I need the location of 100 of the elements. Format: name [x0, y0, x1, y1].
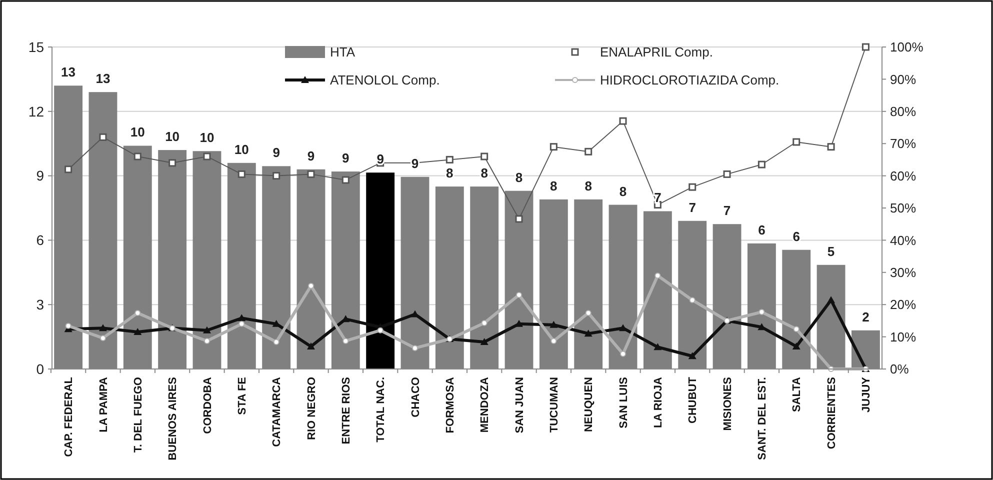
point: [758, 160, 766, 168]
y2-tick-label: 30%: [890, 264, 916, 280]
point: [585, 310, 592, 316]
point: [203, 152, 211, 160]
point: [792, 342, 800, 350]
point: [307, 170, 315, 178]
legend-label: ENALAPRIL Comp.: [600, 44, 713, 60]
data-label: 2: [862, 309, 870, 324]
data-label: 8: [619, 184, 627, 199]
legend-label: HIDROCLOROTIAZIDA Comp.: [600, 72, 780, 88]
y2-tick-label: 40%: [890, 232, 916, 248]
point: [515, 215, 523, 223]
y2-tick-label: 50%: [890, 200, 916, 216]
data-label: 9: [307, 148, 315, 164]
y-tick-label: 12: [28, 103, 44, 120]
y2-tick-label: 60%: [890, 168, 916, 184]
point: [65, 322, 72, 329]
point: [98, 324, 107, 332]
point: [550, 320, 558, 328]
point: [827, 143, 835, 151]
data-label: 13: [61, 64, 76, 80]
x-tick-label: TUCUMAN: [548, 376, 561, 433]
data-label: 9: [272, 145, 280, 160]
point: [758, 309, 765, 316]
point: [412, 345, 418, 352]
point: [238, 314, 246, 322]
data-label: 13: [96, 71, 110, 86]
data-label: 6: [758, 222, 766, 238]
point: [480, 152, 488, 160]
point: [550, 143, 558, 151]
data-label: 6: [792, 228, 800, 244]
point: [654, 343, 662, 350]
data-label: 10: [130, 124, 145, 140]
x-tick-label: T. DEL FUEGO: [132, 376, 144, 453]
data-label: 8: [480, 166, 488, 181]
data-label: 8: [584, 178, 592, 194]
point: [723, 170, 731, 178]
x-tick-label: CAP. FEDERAL: [63, 376, 76, 457]
x-tick-label: NEUQUEN: [583, 376, 596, 432]
point: [688, 352, 696, 360]
x-tick-label: SANT. DEL EST.: [756, 377, 769, 460]
data-label: 7: [723, 203, 731, 218]
point: [793, 326, 800, 332]
x-tick-label: RIO NEGRO: [306, 376, 318, 440]
x-tick-label: STA FE: [236, 377, 248, 415]
point: [99, 133, 107, 141]
data-label: 8: [550, 178, 558, 194]
x-tick-label: LA PAMPA: [98, 376, 110, 432]
data-label: 7: [688, 200, 696, 215]
y-tick-label: 15: [28, 38, 44, 55]
x-tick-label: SAN JUAN: [514, 376, 526, 434]
data-label: 10: [200, 130, 214, 146]
point: [619, 117, 627, 125]
data-label: 10: [165, 129, 180, 144]
legend-label: ATENOLOL Comp.: [330, 72, 440, 88]
point: [688, 183, 696, 191]
point: [689, 297, 696, 304]
bar: [366, 172, 395, 369]
x-tick-label: FORMOSA: [444, 376, 457, 434]
point: [792, 138, 800, 146]
x-tick-label: TOTAL NAC.: [375, 377, 388, 442]
x-tick-label: MISIONES: [722, 377, 734, 431]
x-tick-label: ENTRE RIOS: [340, 377, 353, 444]
x-tick-label: SAN LUIS: [618, 377, 630, 428]
x-tick-label: JUJUY: [860, 376, 873, 412]
point: [168, 159, 176, 167]
x-tick-label: CORRIENTES: [826, 377, 838, 450]
y-tick-label: 6: [36, 232, 44, 248]
x-tick-label: CATAMARCA: [271, 376, 284, 447]
y2-tick-label: 70%: [890, 136, 916, 152]
point: [306, 342, 315, 350]
x-tick-label: LA RIOJA: [652, 376, 665, 428]
y2-tick-label: 100%: [890, 40, 924, 55]
y-tick-label: 0: [36, 360, 44, 377]
point: [377, 327, 384, 334]
point: [204, 338, 210, 344]
y2-tick-label: 10%: [890, 329, 916, 344]
point: [272, 172, 280, 180]
point: [516, 292, 522, 298]
point: [238, 320, 245, 327]
point: [481, 320, 488, 326]
y-tick-label: 3: [36, 296, 44, 312]
x-tick-label: MENDOZA: [479, 376, 492, 433]
y2-tick-label: 20%: [890, 297, 916, 312]
x-tick-label: CHACO: [410, 376, 422, 418]
data-label: 9: [411, 156, 419, 171]
point: [550, 338, 557, 344]
x-tick-label: CHUBUT: [687, 376, 700, 424]
point: [64, 166, 72, 174]
point: [134, 152, 142, 160]
x-tick-label: CORDOBA: [202, 376, 214, 434]
y-tick-label: 9: [36, 168, 44, 184]
point: [134, 328, 142, 335]
point: [202, 326, 211, 334]
point: [100, 335, 106, 342]
data-label: 9: [342, 150, 350, 166]
point: [827, 296, 836, 304]
point: [273, 338, 280, 345]
point: [654, 272, 661, 279]
data-label: 5: [827, 244, 835, 259]
